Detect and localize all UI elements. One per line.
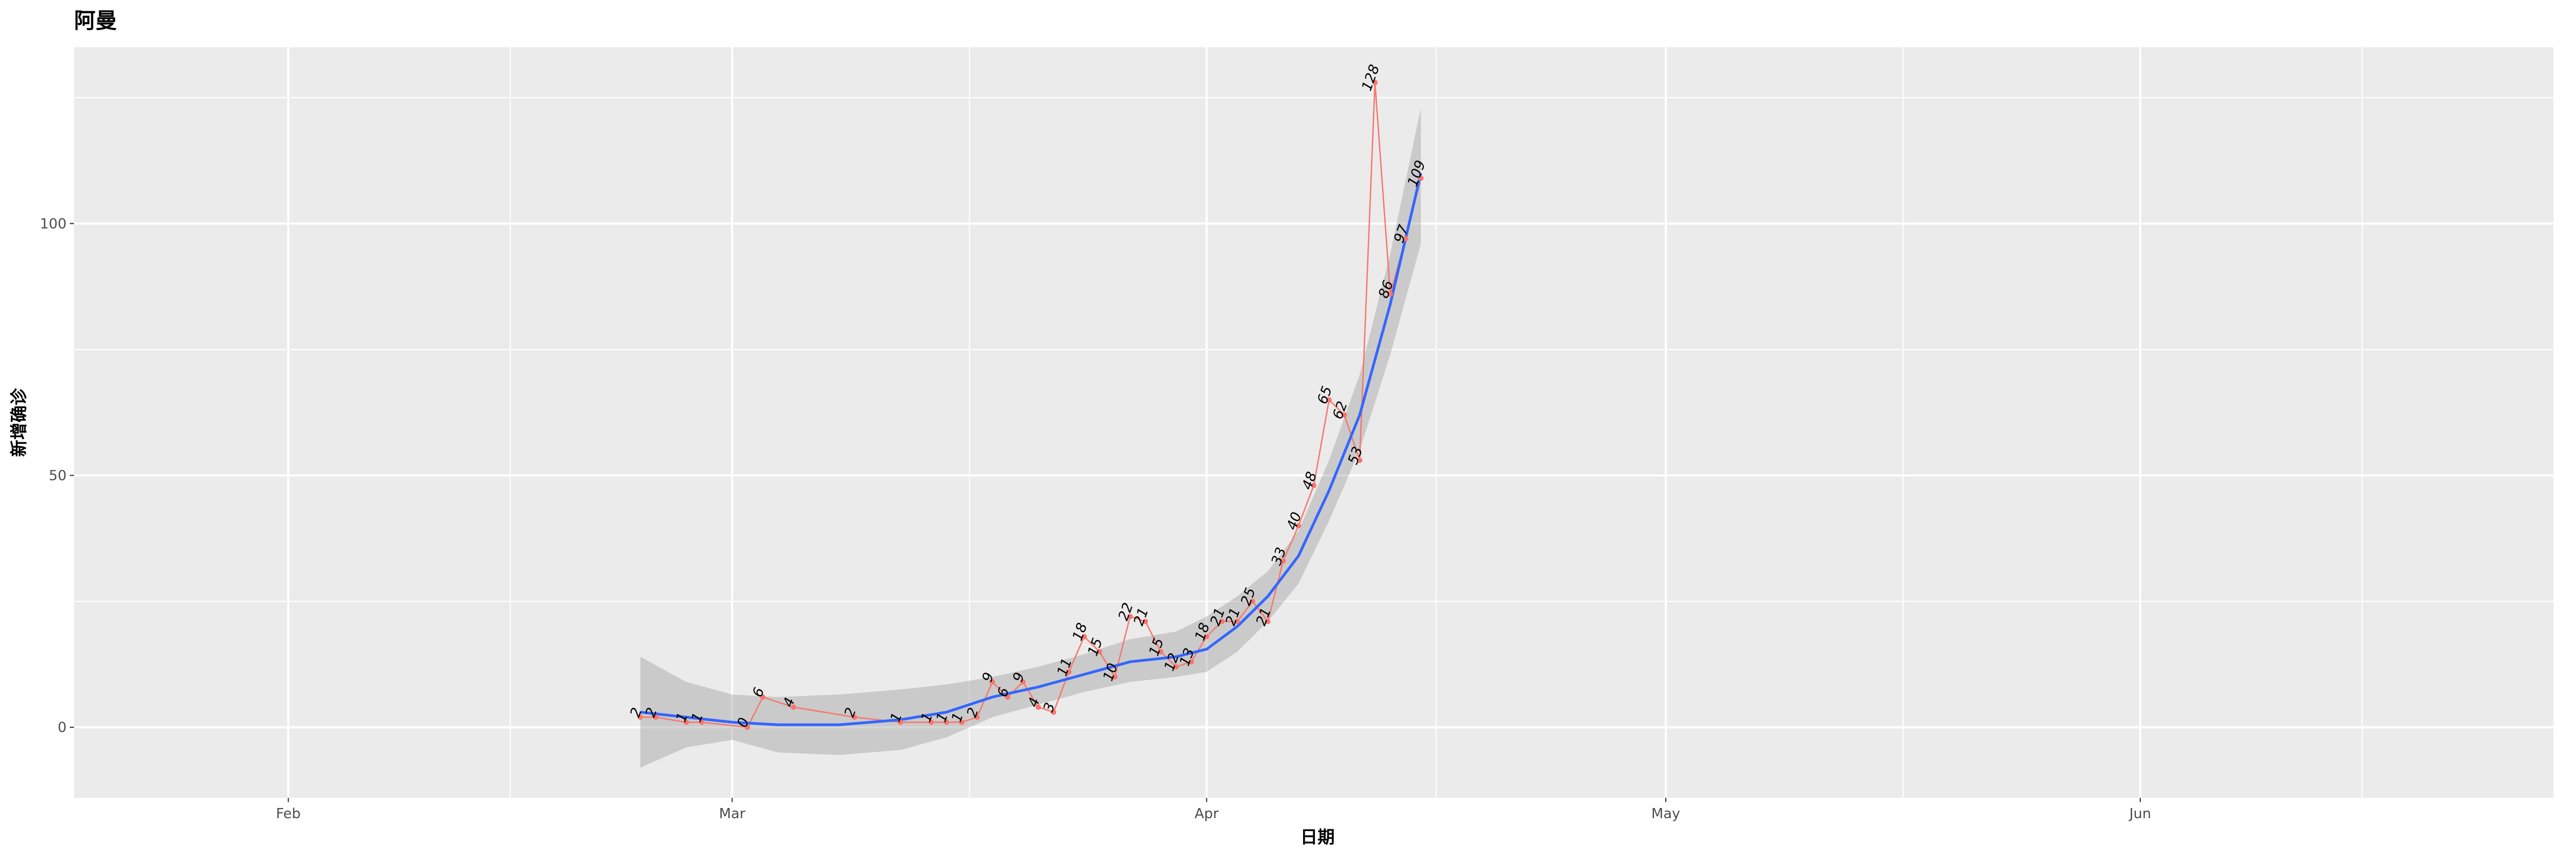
observed-line bbox=[640, 82, 1422, 728]
chart-title: 阿曼 bbox=[74, 9, 117, 33]
y-tick-label: 100 bbox=[40, 216, 67, 232]
data-point bbox=[928, 719, 934, 725]
data-point bbox=[1158, 649, 1163, 654]
x-axis: Feb Mar Apr May Jun bbox=[276, 798, 2151, 822]
data-point bbox=[1234, 618, 1240, 624]
data-point bbox=[760, 694, 766, 700]
smooth-line bbox=[640, 172, 1423, 726]
data-point bbox=[638, 714, 643, 720]
data-point bbox=[1112, 674, 1118, 680]
confidence-ribbon bbox=[640, 107, 1421, 768]
data-point bbox=[943, 719, 949, 725]
data-point bbox=[1357, 457, 1363, 463]
data-point bbox=[1020, 679, 1026, 685]
grid bbox=[74, 47, 2553, 798]
data-point bbox=[1326, 397, 1332, 403]
y-tick-label: 50 bbox=[49, 468, 67, 484]
x-tick-label: Apr bbox=[1195, 806, 1219, 822]
data-point bbox=[974, 714, 980, 720]
plot-panel bbox=[74, 47, 2553, 798]
x-tick-label: Feb bbox=[276, 806, 301, 822]
data-point bbox=[1035, 704, 1041, 710]
data-point bbox=[852, 714, 858, 720]
data-point bbox=[1051, 709, 1057, 715]
data-point bbox=[1403, 236, 1409, 242]
data-point bbox=[1387, 291, 1393, 297]
data-point bbox=[959, 719, 965, 725]
y-tick-label: 0 bbox=[57, 720, 67, 736]
data-point bbox=[1342, 412, 1348, 418]
data-point bbox=[1219, 618, 1225, 624]
data-point bbox=[1081, 634, 1087, 639]
y-axis: 0 50 100 bbox=[40, 216, 74, 736]
data-point bbox=[1265, 618, 1271, 624]
data-point bbox=[744, 724, 750, 730]
data-point bbox=[1127, 614, 1133, 620]
x-tick-label: May bbox=[1651, 806, 1680, 822]
data-point bbox=[653, 714, 658, 720]
data-point bbox=[898, 719, 903, 725]
data-point bbox=[699, 719, 705, 725]
data-point bbox=[1311, 483, 1316, 489]
data-point bbox=[1249, 599, 1255, 605]
y-axis-title: 新增确诊 bbox=[9, 388, 29, 457]
x-axis-title: 日期 bbox=[1300, 827, 1335, 847]
data-point bbox=[1280, 558, 1286, 564]
data-point bbox=[1418, 175, 1424, 181]
data-point bbox=[1372, 79, 1378, 85]
data-point bbox=[683, 719, 689, 725]
data-point bbox=[1173, 664, 1179, 670]
confidence-band bbox=[640, 107, 1421, 768]
data-point bbox=[1005, 694, 1011, 700]
x-tick-label: Mar bbox=[719, 806, 745, 822]
data-point bbox=[1096, 649, 1102, 654]
data-point bbox=[1188, 659, 1194, 665]
smooth-trend-line bbox=[640, 172, 1423, 726]
observed-series-line bbox=[640, 82, 1422, 728]
data-point bbox=[1066, 669, 1072, 675]
data-point bbox=[791, 704, 796, 710]
data-point bbox=[1296, 523, 1301, 529]
data-point bbox=[1204, 634, 1210, 639]
x-tick-label: Jun bbox=[2128, 806, 2151, 822]
observed-points bbox=[638, 79, 1424, 730]
data-point bbox=[1143, 618, 1148, 624]
data-point bbox=[990, 679, 996, 685]
